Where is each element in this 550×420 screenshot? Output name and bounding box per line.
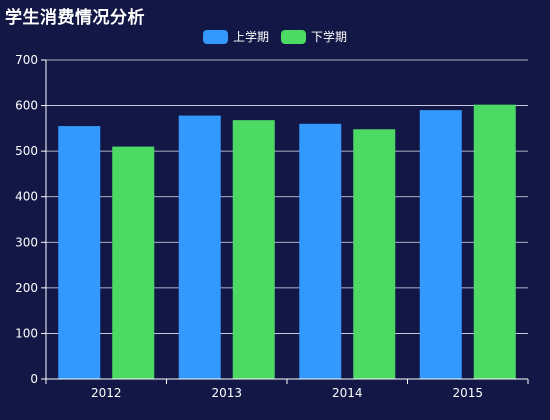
x-tick-label-2015: 2015: [452, 386, 483, 400]
y-tick-label-500: 500: [15, 144, 38, 158]
x-tick-label-2014: 2014: [332, 386, 363, 400]
y-tick-label-200: 200: [15, 281, 38, 295]
legend-swatch-second-term: [281, 29, 306, 44]
chart-title: 学生消费情况分析: [5, 8, 145, 28]
legend-item-second-term[interactable]: 下学期: [281, 28, 347, 45]
bar-second-term-2015[interactable]: [473, 104, 516, 379]
bar-first-term-2012[interactable]: [58, 126, 101, 379]
bar-second-term-2013[interactable]: [232, 120, 275, 379]
legend-label-second-term: 下学期: [311, 30, 348, 44]
y-tick-label-0: 0: [30, 372, 38, 386]
x-tick-label-2012: 2012: [91, 386, 122, 400]
legend-label-first-term: 上学期: [232, 30, 269, 44]
bar-second-term-2014[interactable]: [353, 129, 396, 379]
legend-item-first-term[interactable]: 上学期: [202, 28, 269, 45]
legend: 上学期 下学期: [0, 28, 550, 45]
bars: [58, 104, 516, 380]
y-tick-label-100: 100: [15, 326, 38, 340]
bar-first-term-2013[interactable]: [178, 115, 221, 380]
legend-swatch-first-term: [202, 29, 228, 44]
bar-second-term-2012[interactable]: [112, 146, 155, 379]
y-tick-label-300: 300: [15, 235, 38, 249]
bar-first-term-2015[interactable]: [419, 110, 462, 379]
x-tick-label-2013: 2013: [211, 386, 242, 400]
y-tick-label-700: 700: [15, 53, 38, 67]
axes: 0 100 200 300 400 500 600 700 2012 2013 2014 2015: [15, 53, 529, 400]
y-tick-label-600: 600: [15, 99, 38, 113]
bar-first-term-2014[interactable]: [299, 123, 342, 379]
y-tick-label-400: 400: [15, 190, 38, 204]
